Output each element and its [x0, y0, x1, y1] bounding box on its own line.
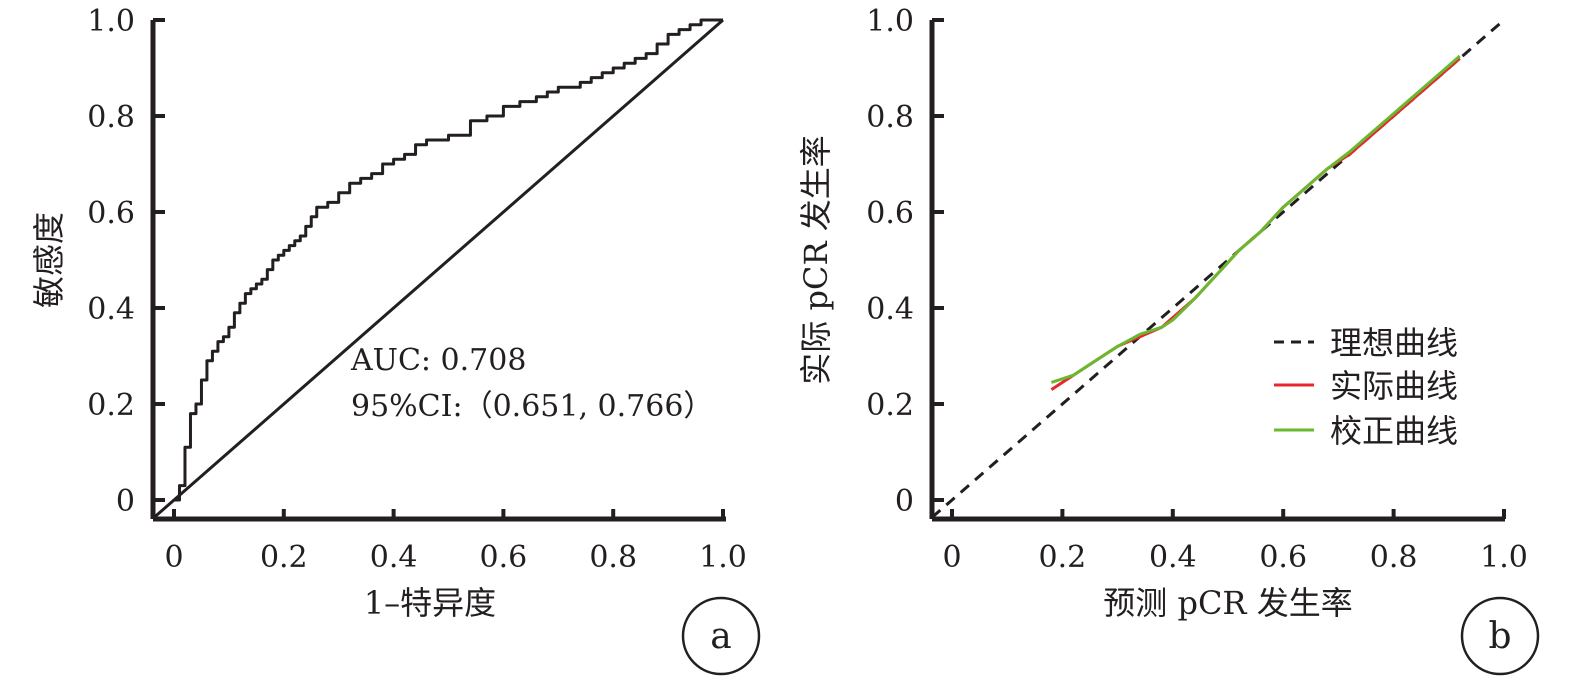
roc-y-tick-label: 0.6 — [87, 196, 135, 231]
cal-series-2 — [1050, 54, 1461, 384]
calibration-plot-area — [931, 18, 1505, 519]
cal-y-axis-title: 实际 pCR 发生率 — [797, 135, 835, 384]
panel-a-label: a — [710, 616, 731, 657]
cal-y-tick-label: 0.2 — [866, 388, 914, 423]
cal-x-tick-label: 0.4 — [1149, 540, 1197, 575]
roc-y-tick-label: 1.0 — [87, 4, 135, 39]
panel-b-badge — [1460, 596, 1540, 676]
cal-ticks: 0 0.2 0.4 0.6 0.8 1.0 0 0.2 0.4 0.6 0.8 1.0 — [866, 4, 1528, 575]
legend-actual-label: 实际曲线 — [1330, 367, 1458, 405]
cal-x-tick-label: 0 — [942, 540, 961, 575]
roc-x-tick-label: 0.2 — [260, 540, 308, 575]
legend-ideal-label: 理想曲线 — [1330, 324, 1458, 362]
auc-annotation: AUC: 0.708 — [350, 343, 526, 378]
legend-corrected-label: 校正曲线 — [1330, 412, 1458, 450]
roc-y-tick-label: 0.4 — [87, 292, 135, 327]
roc-y-tick-label: 0.2 — [87, 388, 135, 423]
cal-y-tick-label: 1.0 — [866, 4, 914, 39]
roc-ticks: 0 0.2 0.4 0.6 0.8 1.0 0 0.2 0.4 0.6 0.8 1.0 — [87, 4, 747, 575]
roc-y-tick-label: 0.8 — [87, 100, 135, 135]
roc-x-axis-title: 1–特异度 — [364, 584, 496, 622]
roc-x-tick-label: 0 — [164, 540, 183, 575]
cal-x-tick-label: 1.0 — [1480, 540, 1528, 575]
cal-x-tick-label: 0.2 — [1039, 540, 1087, 575]
cal-y-tick-label: 0.4 — [866, 292, 914, 327]
cal-y-tick-label: 0.6 — [866, 196, 914, 231]
roc-panel: 0 0.2 0.4 0.6 0.8 1.0 0 0.2 0.4 0.6 0.8 1.0 1–特异度 敏… — [30, 4, 761, 676]
roc-y-axis-title: 敏感度 — [30, 212, 68, 308]
roc-curve — [174, 18, 723, 502]
panel-a-badge — [681, 596, 761, 676]
roc-x-tick-label: 1.0 — [699, 540, 747, 575]
cal-y-tick-label: 0.8 — [866, 100, 914, 135]
ci-annotation: 95%CI:（0.651, 0.766） — [351, 389, 713, 424]
cal-x-axis-title: 预测 pCR 发生率 — [1103, 584, 1352, 622]
reference-diagonal — [152, 18, 724, 520]
roc-x-tick-label: 0.8 — [589, 540, 637, 575]
calibration-panel: 0 0.2 0.4 0.6 0.8 1.0 0 0.2 0.4 0.6 0.8 1.0 预测 pCR … — [797, 4, 1540, 676]
calibration-legend: 理想曲线 实际曲线 校正曲线 — [1274, 324, 1458, 450]
cal-x-tick-label: 0.6 — [1259, 540, 1307, 575]
cal-x-tick-label: 0.8 — [1370, 540, 1418, 575]
panel-b-label: b — [1488, 616, 1511, 657]
cal-y-tick-label: 0 — [895, 484, 914, 519]
roc-x-tick-label: 0.4 — [370, 540, 418, 575]
roc-x-tick-label: 0.6 — [480, 540, 528, 575]
roc-y-tick-label: 0 — [116, 484, 135, 519]
roc-plot-area — [152, 18, 724, 520]
